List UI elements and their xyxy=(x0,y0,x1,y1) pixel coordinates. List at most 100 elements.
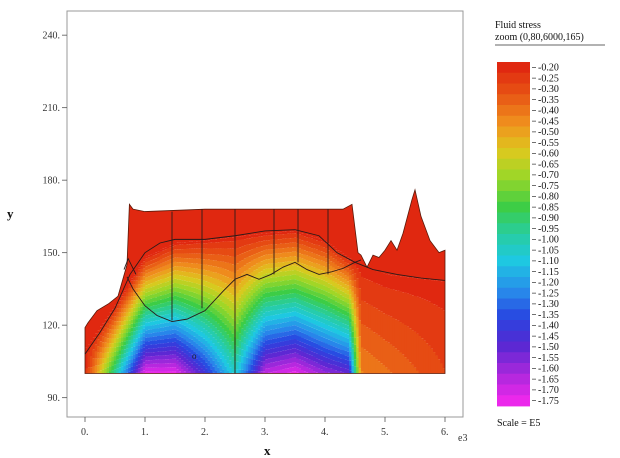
field-cell xyxy=(121,354,124,359)
field-cell xyxy=(305,372,309,374)
field-cell xyxy=(241,246,244,254)
field-cell xyxy=(245,276,249,283)
field-cell xyxy=(147,360,151,365)
field-cell xyxy=(255,328,259,334)
field-cell xyxy=(128,316,132,321)
field-cell xyxy=(301,277,304,282)
field-cell xyxy=(267,339,271,345)
field-cell xyxy=(296,340,300,345)
field-cell xyxy=(157,312,160,317)
field-cell xyxy=(327,349,331,354)
field-cell xyxy=(181,253,184,258)
field-cell xyxy=(260,271,264,277)
field-cell xyxy=(279,281,283,286)
field-cell xyxy=(159,271,163,276)
field-cell xyxy=(303,343,307,348)
field-cell xyxy=(190,363,194,369)
field-cell xyxy=(171,342,175,347)
field-cell xyxy=(147,341,151,346)
field-cell xyxy=(164,253,168,258)
field-cell xyxy=(178,266,182,271)
field-cell xyxy=(133,338,136,343)
field-cell xyxy=(322,280,326,286)
field-cell xyxy=(188,248,192,254)
field-cell xyxy=(229,263,232,271)
field-cell xyxy=(267,334,271,340)
field-cell xyxy=(317,241,321,246)
field-cell xyxy=(308,275,312,280)
field-cell xyxy=(92,358,96,367)
field-cell xyxy=(147,314,151,319)
field-cell xyxy=(195,293,199,299)
field-cell xyxy=(99,352,103,359)
field-cell xyxy=(190,349,194,355)
field-cell xyxy=(173,320,177,326)
field-cell xyxy=(178,249,182,254)
field-cell xyxy=(190,248,194,254)
field-cell xyxy=(149,317,153,322)
field-cell xyxy=(202,243,206,249)
field-cell xyxy=(277,309,280,315)
field-cell xyxy=(301,286,304,292)
field-cell xyxy=(250,289,254,296)
field-cell xyxy=(219,300,223,307)
field-cell xyxy=(157,189,160,252)
field-cell xyxy=(188,371,192,374)
field-cell xyxy=(346,303,350,308)
field-cell xyxy=(207,282,211,288)
field-cell xyxy=(365,267,369,280)
field-cell xyxy=(200,336,204,343)
field-cell xyxy=(253,259,256,266)
field-cell xyxy=(409,328,412,363)
field-cell xyxy=(293,279,297,284)
field-cell xyxy=(200,305,204,311)
field-cell xyxy=(142,291,146,296)
field-cell xyxy=(128,288,132,293)
field-cell xyxy=(317,330,321,336)
field-cell xyxy=(267,325,271,331)
field-cell xyxy=(269,287,273,292)
field-cell xyxy=(193,317,196,323)
field-cell xyxy=(125,324,129,329)
field-cell xyxy=(166,289,170,294)
field-cell xyxy=(322,361,326,367)
field-cell xyxy=(185,276,189,282)
field-cell xyxy=(238,236,242,240)
field-cell xyxy=(303,371,307,374)
field-cell xyxy=(238,319,242,327)
field-cell xyxy=(207,240,211,243)
field-cell xyxy=(291,357,295,363)
field-cell xyxy=(272,296,276,301)
field-cell xyxy=(272,277,276,283)
field-cell xyxy=(260,316,264,322)
field-cell xyxy=(262,342,266,348)
field-cell xyxy=(128,351,132,356)
field-cell xyxy=(113,329,117,335)
field-cell xyxy=(185,299,189,305)
field-cell xyxy=(303,245,307,251)
field-cell xyxy=(351,348,355,355)
field-cell xyxy=(315,296,319,302)
field-cell xyxy=(125,300,129,305)
field-cell xyxy=(238,254,242,262)
field-cell xyxy=(257,288,261,294)
field-cell xyxy=(123,300,127,305)
field-cell xyxy=(157,264,160,269)
field-cell xyxy=(99,326,103,330)
field-cell xyxy=(389,316,393,345)
field-cell xyxy=(375,271,379,284)
field-cell xyxy=(428,345,432,374)
field-cell xyxy=(173,257,177,262)
field-cell xyxy=(313,295,316,301)
field-cell xyxy=(99,341,103,348)
field-cell xyxy=(128,312,132,317)
field-cell xyxy=(205,270,208,276)
field-cell xyxy=(440,281,444,309)
field-cell xyxy=(145,360,148,365)
field-cell xyxy=(85,368,88,374)
field-cell xyxy=(224,338,228,346)
field-cell xyxy=(320,327,324,332)
field-cell xyxy=(236,301,240,309)
field-cell xyxy=(123,369,127,374)
field-cell xyxy=(173,291,177,296)
